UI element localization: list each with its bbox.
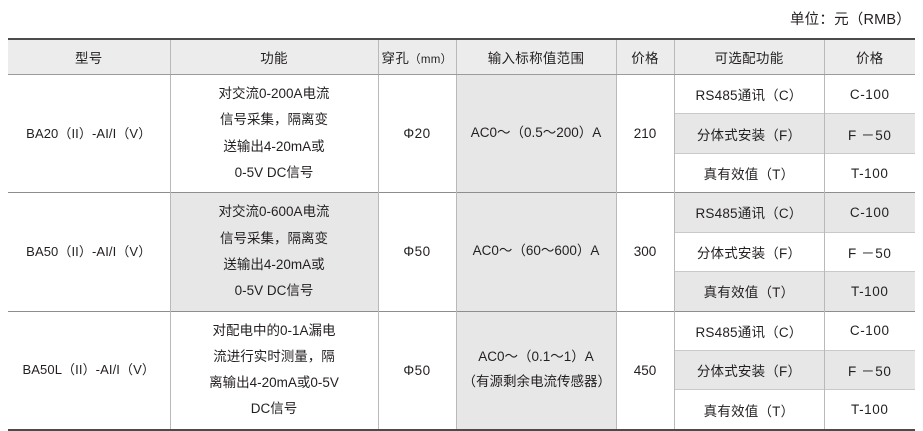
price-table-page: 单位：元（RMB） 型号 功能 穿孔（mm） 输入标称值范围 价格 可选配功能 …	[8, 12, 915, 431]
table-row: 分体式安装（F） F －50	[8, 231, 915, 272]
column-header-function: 功能	[169, 39, 379, 75]
cell-input-range: AC0～（0.5～200）A	[455, 73, 617, 193]
cell-model: BA20（II）-AI/I（V）	[8, 73, 171, 193]
cell-optional-price: C-100	[823, 310, 915, 351]
table-row: 真有效值（T） T-100	[8, 152, 915, 193]
function-line: 流进行实时测量，隔	[213, 348, 335, 364]
cell-optional-price: C-100	[823, 74, 915, 114]
cell-function: 对配电中的0-1A漏电 流进行实时测量，隔 离输出4-20mA或0-5V DC信号	[169, 310, 379, 430]
cell-optional-price: F －50	[823, 349, 915, 390]
input-range-line: AC0～（60～600）A	[472, 243, 600, 259]
table-row: BA50（II）-AI/I（V） 对交流0-600A电流 信号采集，隔离变 送输出4-…	[8, 192, 915, 311]
hole-label: 穿孔	[381, 51, 410, 66]
header-row: 型号 功能 穿孔（mm） 输入标称值范围 价格 可选配功能 价格	[8, 39, 915, 75]
function-line: 信号采集，隔离变	[220, 112, 328, 128]
cell-optional-price: T-100	[823, 389, 915, 430]
cell-optional-feature: RS485通讯（C）	[673, 310, 825, 351]
function-line: 信号采集，隔离变	[220, 230, 328, 246]
table-header: 型号 功能 穿孔（mm） 输入标称值范围 价格 可选配功能 价格	[8, 39, 915, 75]
cell-optional-feature: 真有效值（T）	[674, 389, 825, 430]
cell-optional-feature: 分体式安装（F）	[674, 113, 825, 154]
cell-model: BA50L（II）-AI/I（V）	[8, 310, 171, 430]
cell-hole-diameter: Φ50	[377, 192, 457, 311]
cell-optional-feature: 分体式安装（F）	[674, 349, 825, 390]
table-row: 真有效值（T） T-100	[8, 271, 915, 311]
column-header-optional: 可选配功能	[673, 39, 825, 75]
cell-input-range: AC0～（60～600）A	[455, 192, 617, 311]
cell-price: 450	[615, 310, 675, 430]
column-header-hole: 穿孔（mm）	[377, 39, 457, 75]
function-line: 送输出4-20mA或	[223, 138, 325, 154]
cell-optional-price: C-100	[823, 192, 915, 233]
table-row: 分体式安装（F） F －50	[8, 113, 915, 154]
cell-model: BA50（II）-AI/I（V）	[8, 192, 171, 311]
hole-unit: （mm）	[409, 54, 453, 66]
input-range-line: AC0～（0.5～200）A	[470, 125, 602, 141]
cell-optional-price: T-100	[823, 152, 915, 193]
cell-optional-feature: 真有效值（T）	[674, 271, 825, 311]
cell-optional-feature: RS485通讯（C）	[673, 192, 825, 233]
function-line: 0-5V DC信号	[234, 283, 314, 299]
function-line: 离输出4-20mA或0-5V	[209, 375, 339, 391]
column-header-optional-price: 价格	[823, 39, 915, 75]
function-line: 0-5V DC信号	[234, 164, 314, 180]
cell-optional-feature: RS485通讯（C）	[673, 74, 825, 114]
cell-hole-diameter: Φ50	[377, 310, 457, 430]
input-range-line: AC0～（0.1～1）A	[478, 349, 594, 365]
cell-optional-feature: 真有效值（T）	[674, 152, 825, 193]
cell-hole-diameter: Φ20	[377, 73, 457, 193]
cell-optional-feature: 分体式安装（F）	[674, 231, 825, 272]
cell-price: 210	[615, 73, 675, 193]
cell-optional-price: F －50	[823, 113, 915, 154]
table-row: BA20（II）-AI/I（V） 对交流0-200A电流 信号采集，隔离变 送输出4-…	[8, 73, 915, 193]
cell-optional-price: T-100	[823, 271, 915, 311]
column-header-input-range: 输入标称值范围	[455, 39, 617, 75]
function-line: 对配电中的0-1A漏电	[212, 322, 336, 338]
table-row: BA50L（II）-AI/I（V） 对配电中的0-1A漏电 流进行实时测量，隔 离输出…	[8, 310, 915, 430]
unit-caption: 单位：元（RMB）	[789, 12, 911, 28]
function-line: 对交流0-200A电流	[218, 86, 330, 101]
cell-function: 对交流0-200A电流 信号采集，隔离变 送输出4-20mA或 0-5V DC信号	[169, 73, 379, 193]
input-range-line: （有源剩余电流传感器）	[462, 374, 612, 390]
product-price-table: 型号 功能 穿孔（mm） 输入标称值范围 价格 可选配功能 价格 BA20（II…	[8, 38, 915, 431]
function-line: 送输出4-20mA或	[223, 256, 325, 272]
cell-optional-price: F －50	[823, 231, 915, 272]
column-header-model: 型号	[8, 39, 171, 75]
function-line: 对交流0-600A电流	[218, 204, 330, 220]
function-line: DC信号	[250, 401, 298, 417]
cell-input-range: AC0～（0.1～1）A （有源剩余电流传感器）	[455, 310, 617, 430]
cell-price: 300	[615, 192, 675, 311]
cell-function: 对交流0-600A电流 信号采集，隔离变 送输出4-20mA或 0-5V DC信号	[169, 192, 379, 311]
table-body: BA20（II）-AI/I（V） 对交流0-200A电流 信号采集，隔离变 送输出4-…	[8, 73, 915, 430]
column-header-price: 价格	[615, 39, 675, 75]
table-row: 分体式安装（F） F －50	[8, 349, 915, 390]
